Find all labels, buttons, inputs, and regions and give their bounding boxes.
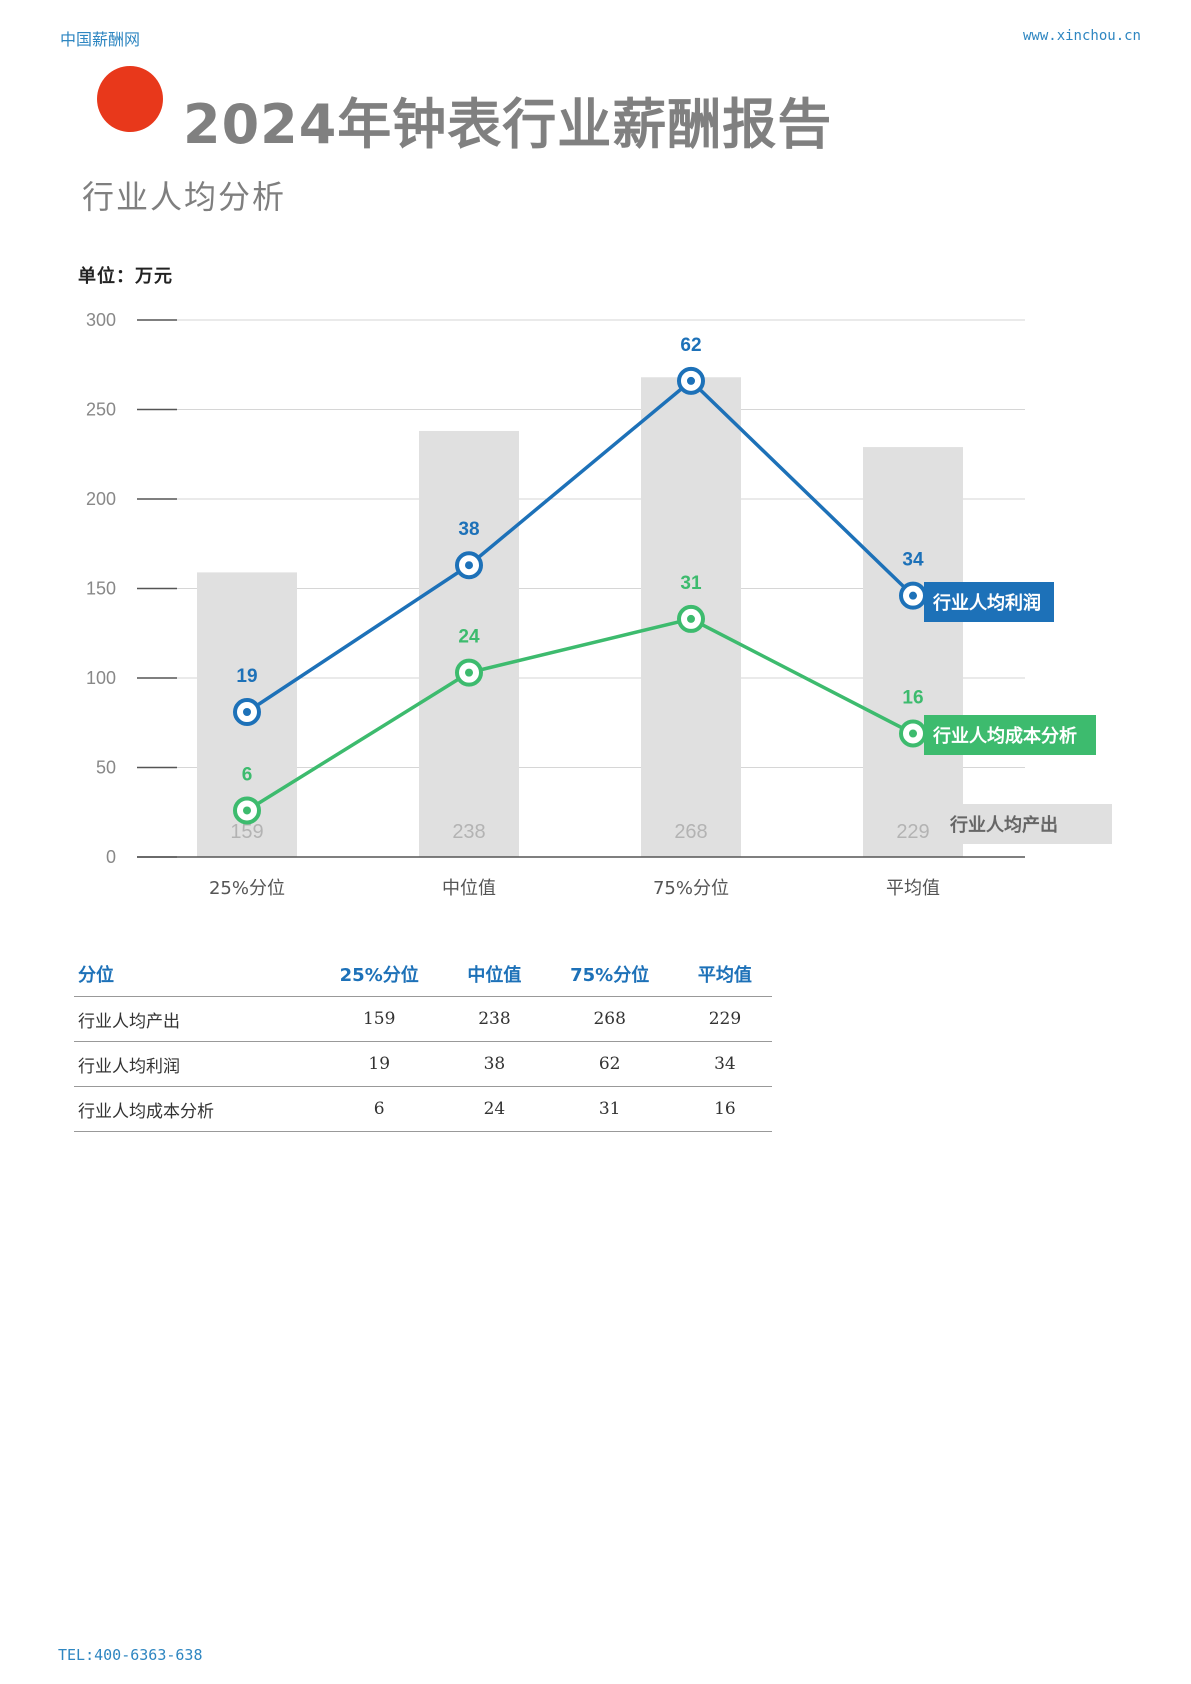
bar-value-label: 238 <box>452 821 485 843</box>
table-cell: 行业人均利润 <box>74 1041 312 1087</box>
table-cell: 159 <box>311 996 448 1042</box>
legend-label-profit: 行业人均利润 <box>932 592 1041 614</box>
data-table: 分位 25%分位 中位值 75%分位 平均值 行业人均产出 159 238 26… <box>74 952 772 1132</box>
table-cell: 238 <box>447 996 542 1042</box>
x-tick-label: 平均值 <box>886 878 940 899</box>
table-row: 行业人均产出 159 238 268 229 <box>74 996 772 1042</box>
data-label-cost: 16 <box>902 687 923 708</box>
table-cell: 38 <box>447 1041 542 1087</box>
table-cell: 229 <box>677 996 772 1042</box>
site-url[interactable]: www.xinchou.cn <box>1022 28 1141 44</box>
data-label-profit: 34 <box>902 550 924 571</box>
x-tick-label: 中位值 <box>442 878 496 899</box>
table-cell: 34 <box>677 1041 772 1087</box>
data-label-profit: 62 <box>680 335 701 356</box>
table-cell: 行业人均产出 <box>74 996 312 1042</box>
table-cell: 16 <box>677 1086 772 1132</box>
point-center-cost <box>687 614 695 623</box>
table-cell: 62 <box>541 1041 678 1087</box>
y-tick-label: 150 <box>86 579 116 599</box>
table-header-cell: 75%分位 <box>541 952 678 997</box>
section-subtitle: 行业人均分析 <box>82 178 287 216</box>
point-center-profit <box>243 708 251 717</box>
title-accent-dot <box>97 66 163 132</box>
table-header-cell: 中位值 <box>447 952 542 997</box>
legend-label-cost: 行业人均成本分析 <box>932 725 1077 747</box>
footer-tel: TEL:400-6363-638 <box>58 1646 203 1664</box>
combo-chart: 0 50 100 150 200 250 300 159 238 268 229 行业人均产出 25%分… <box>86 310 1112 899</box>
x-tick-label: 25%分位 <box>209 878 285 899</box>
x-tick-label: 75%分位 <box>653 878 729 899</box>
table-header-cell: 平均值 <box>677 952 772 997</box>
point-center-cost <box>465 668 473 677</box>
point-center-cost <box>909 729 917 738</box>
table-cell: 19 <box>311 1041 448 1087</box>
bar-value-label: 268 <box>674 821 707 843</box>
legend-label-output: 行业人均产出 <box>949 814 1058 836</box>
data-label-profit: 38 <box>458 519 479 540</box>
table-header-cell: 25%分位 <box>311 952 448 997</box>
data-label-cost: 6 <box>242 764 253 785</box>
point-center-profit <box>687 376 695 385</box>
y-tick-label: 50 <box>96 758 116 778</box>
line-profit <box>246 379 915 714</box>
site-name: 中国薪酬网 <box>60 30 141 49</box>
table-cell: 268 <box>541 996 678 1042</box>
data-label-cost: 24 <box>458 627 480 648</box>
legend-box-cost <box>924 715 1096 755</box>
point-center-profit <box>909 591 917 600</box>
bar-value-label: 159 <box>230 821 263 843</box>
bar-value-label: 229 <box>896 821 929 843</box>
legend-box-output <box>940 804 1112 844</box>
table-row: 行业人均利润 19 38 62 34 <box>74 1041 772 1087</box>
table-header-cell: 分位 <box>74 952 312 997</box>
y-tick-label: 0 <box>106 847 116 867</box>
y-tick-label: 250 <box>86 400 116 420</box>
unit-label: 单位：万元 <box>78 266 173 287</box>
table-cell: 24 <box>447 1086 542 1132</box>
bar-output <box>419 430 519 857</box>
line-cost <box>246 617 914 812</box>
bar-output <box>863 447 963 857</box>
legend-box-profit <box>924 582 1054 622</box>
y-tick-label: 100 <box>86 668 116 688</box>
y-tick-label: 300 <box>86 310 116 330</box>
table-cell: 6 <box>311 1086 448 1132</box>
point-center-profit <box>465 561 473 570</box>
y-tick-label: 200 <box>86 489 116 509</box>
table-cell: 31 <box>541 1086 678 1132</box>
point-center-cost <box>243 806 251 815</box>
table-cell: 行业人均成本分析 <box>74 1086 312 1132</box>
table-header-row: 分位 25%分位 中位值 75%分位 平均值 <box>74 952 772 997</box>
table-row: 行业人均成本分析 6 24 31 16 <box>74 1086 772 1132</box>
page-title: 2024年钟表行业薪酬报告 <box>183 93 833 156</box>
data-label-profit: 19 <box>236 666 257 687</box>
data-label-cost: 31 <box>680 573 702 594</box>
